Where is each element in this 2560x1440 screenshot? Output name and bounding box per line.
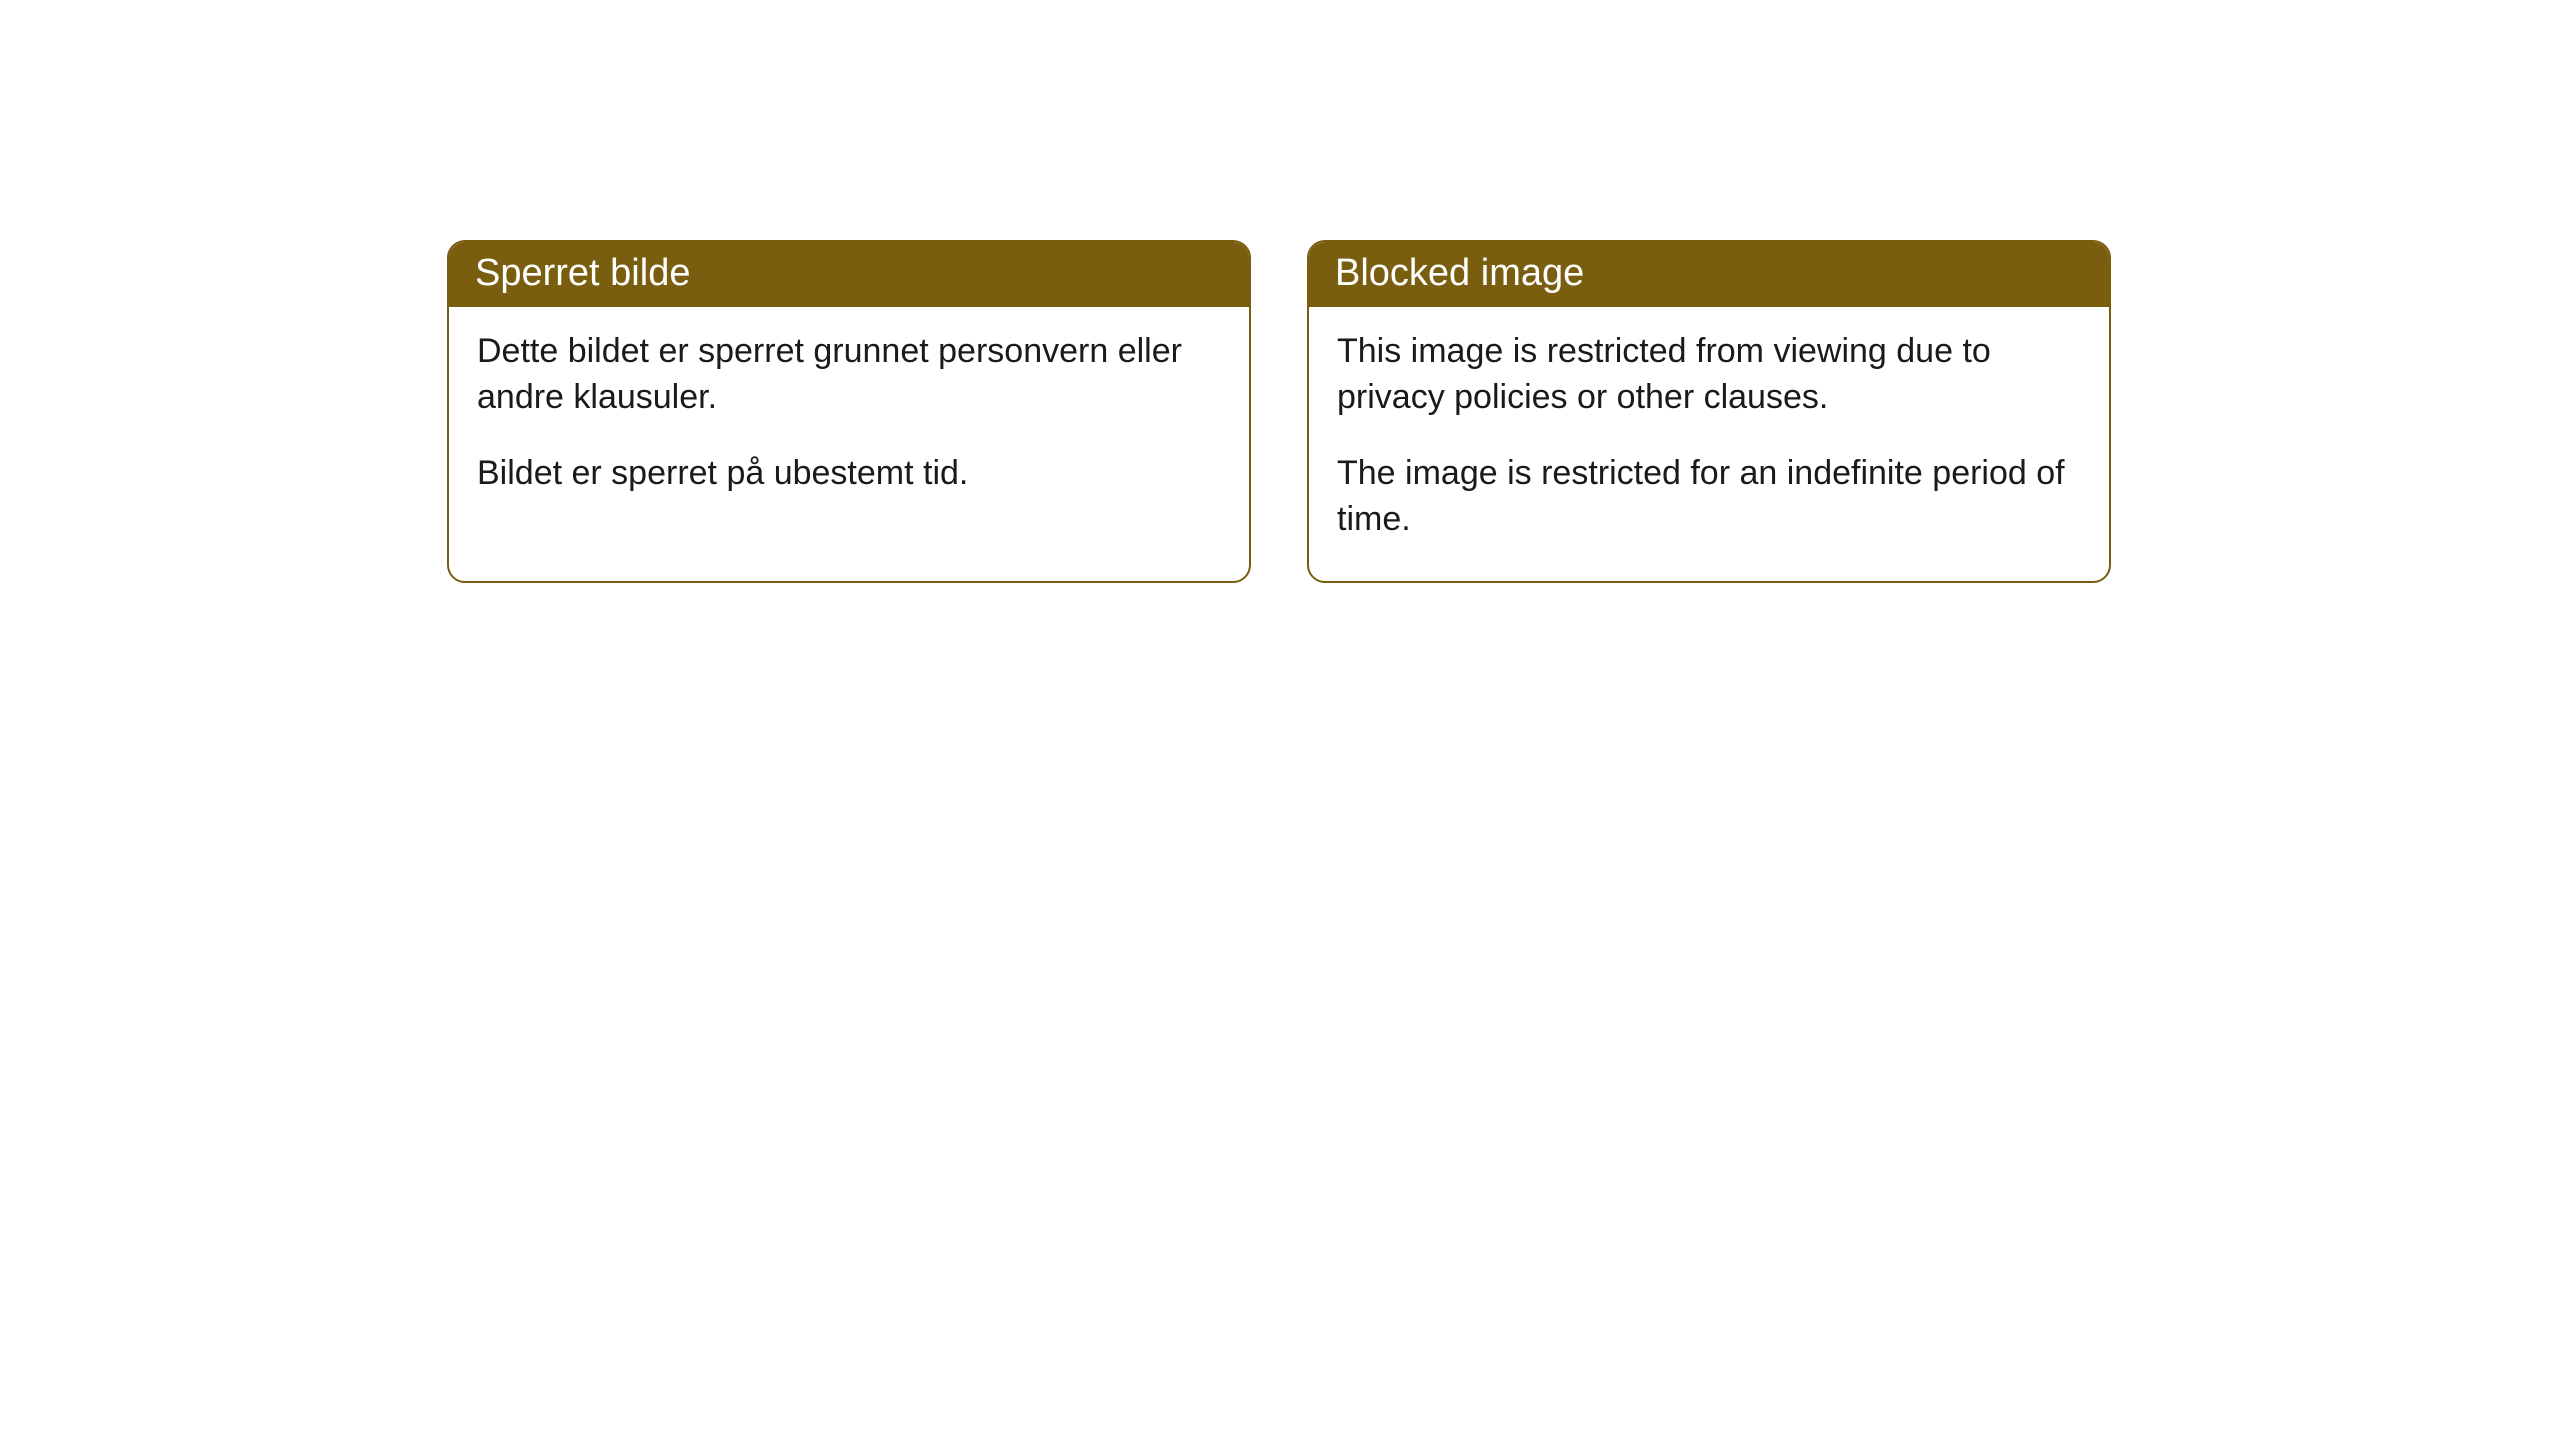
card-header-norwegian: Sperret bilde xyxy=(449,242,1249,307)
blocked-image-card-norwegian: Sperret bilde Dette bildet er sperret gr… xyxy=(447,240,1251,583)
card-body-paragraph-1: This image is restricted from viewing du… xyxy=(1337,329,2081,421)
card-header-english: Blocked image xyxy=(1309,242,2109,307)
card-body-paragraph-2: The image is restricted for an indefinit… xyxy=(1337,451,2081,543)
blocked-image-card-english: Blocked image This image is restricted f… xyxy=(1307,240,2111,583)
card-body-norwegian: Dette bildet er sperret grunnet personve… xyxy=(449,307,1249,535)
card-body-english: This image is restricted from viewing du… xyxy=(1309,307,2109,581)
card-body-paragraph-1: Dette bildet er sperret grunnet personve… xyxy=(477,329,1221,421)
notice-cards-container: Sperret bilde Dette bildet er sperret gr… xyxy=(447,240,2111,583)
card-body-paragraph-2: Bildet er sperret på ubestemt tid. xyxy=(477,451,1221,497)
